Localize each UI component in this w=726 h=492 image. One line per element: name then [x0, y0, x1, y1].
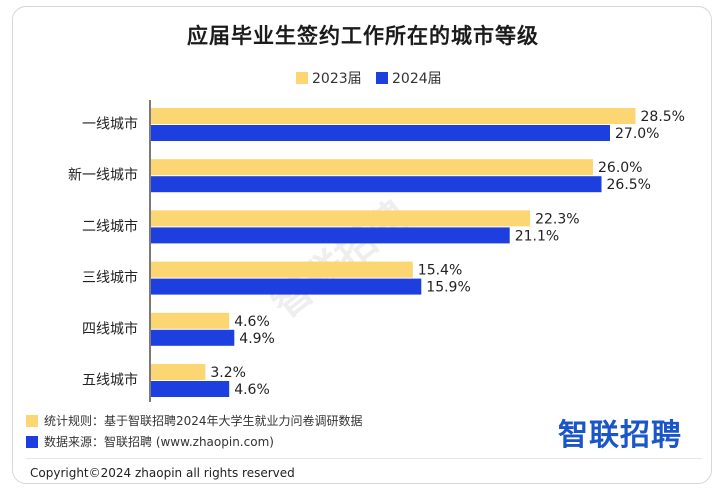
- category-label: 一线城市: [82, 116, 138, 133]
- data-label-2023: 26.0%: [598, 160, 642, 176]
- footnote-method: 统计规则：基于智联招聘2024年大学生就业力问卷调研数据: [26, 412, 363, 429]
- category-label: 新一线城市: [68, 167, 138, 184]
- bar-2023: [151, 364, 206, 380]
- data-label-2024: 21.1%: [515, 228, 559, 244]
- data-label-2024: 15.9%: [426, 280, 470, 296]
- data-label-2024: 4.6%: [234, 382, 270, 398]
- footer-divider: [26, 458, 702, 459]
- legend-item-2024: 2024届: [376, 68, 442, 88]
- bar-2023: [151, 210, 531, 227]
- data-label-2023: 15.4%: [418, 263, 462, 279]
- chart-title: 应届毕业生签约工作所在的城市等级: [187, 24, 539, 48]
- chart-frame: [12, 6, 712, 484]
- legend-label-2024: 2024届: [392, 71, 442, 87]
- footnote-swatch-2024: [26, 436, 38, 448]
- bar-2023: [151, 108, 636, 124]
- data-label-2024: 4.9%: [239, 331, 275, 347]
- data-label-2024: 26.5%: [607, 177, 651, 193]
- data-label-2023: 28.5%: [641, 109, 685, 125]
- legend-swatch-2024: [376, 72, 388, 84]
- bar-2023: [151, 159, 593, 176]
- copyright: Copyright©2024 zhaopin all rights reserv…: [30, 466, 295, 480]
- data-label-2023: 3.2%: [210, 365, 246, 381]
- data-label-2023: 4.6%: [234, 314, 270, 330]
- bar-2023: [151, 312, 230, 329]
- data-label-2024: 27.0%: [615, 126, 659, 142]
- category-label: 二线城市: [82, 218, 138, 235]
- legend-swatch-2023: [296, 72, 308, 84]
- legend-item-2023: 2023届: [296, 68, 362, 88]
- bar-2023: [151, 261, 413, 278]
- bar-2024: [151, 278, 422, 295]
- data-label-2023: 22.3%: [535, 211, 579, 227]
- bar-2024: [151, 125, 610, 141]
- bar-2024: [151, 176, 602, 193]
- legend-label-2023: 2023届: [312, 71, 362, 87]
- footnote-method-text: 统计规则：基于智联招聘2024年大学生就业力问卷调研数据: [44, 414, 363, 428]
- footnote-swatch-2023: [26, 415, 38, 427]
- bar-2024: [151, 329, 235, 346]
- zhaopin-logo: 智联招聘: [558, 418, 682, 453]
- bar-2024: [151, 227, 510, 244]
- category-label: 五线城市: [82, 372, 138, 389]
- category-label: 三线城市: [82, 269, 138, 286]
- footnote-source-text: 数据来源：智联招聘 (www.zhaopin.com): [44, 435, 274, 449]
- bar-2024: [151, 381, 230, 397]
- category-label: 四线城市: [82, 320, 138, 337]
- footnote-source: 数据来源：智联招聘 (www.zhaopin.com): [26, 433, 274, 450]
